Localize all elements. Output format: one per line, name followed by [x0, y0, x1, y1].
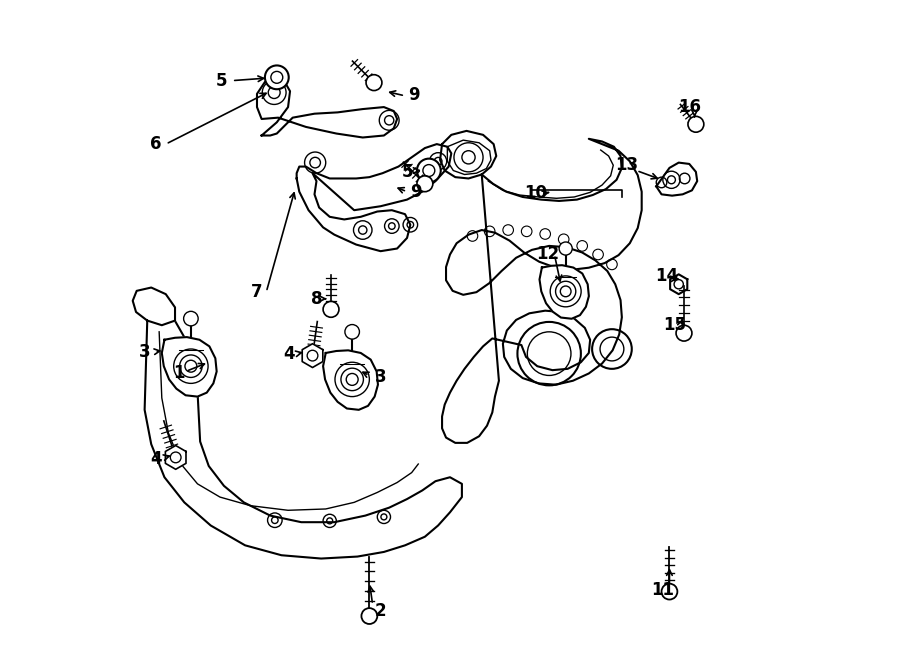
Polygon shape	[442, 139, 642, 443]
Text: 7: 7	[251, 283, 263, 301]
Text: 13: 13	[616, 156, 639, 175]
Text: 12: 12	[536, 245, 560, 264]
Text: 16: 16	[678, 98, 701, 116]
Circle shape	[559, 242, 572, 255]
Polygon shape	[166, 446, 186, 469]
Text: 15: 15	[663, 316, 686, 334]
Polygon shape	[656, 163, 698, 196]
Text: 4: 4	[150, 450, 162, 469]
Circle shape	[417, 176, 433, 192]
Text: 2: 2	[374, 602, 386, 621]
Polygon shape	[297, 144, 451, 251]
Text: 1: 1	[173, 364, 184, 383]
Text: 9: 9	[408, 86, 419, 104]
Polygon shape	[323, 350, 378, 410]
Polygon shape	[539, 265, 589, 319]
Circle shape	[362, 608, 377, 624]
Polygon shape	[257, 78, 397, 137]
Text: 9: 9	[410, 182, 421, 201]
Text: 3: 3	[374, 368, 386, 386]
Circle shape	[345, 325, 359, 339]
Text: 8: 8	[310, 290, 322, 308]
Text: 14: 14	[655, 267, 679, 286]
Text: 4: 4	[283, 344, 294, 363]
Circle shape	[265, 65, 289, 89]
Circle shape	[662, 584, 678, 600]
Polygon shape	[145, 311, 462, 559]
Circle shape	[184, 311, 198, 326]
Circle shape	[417, 159, 441, 182]
Polygon shape	[440, 131, 496, 178]
Text: 5: 5	[401, 163, 413, 181]
Text: 3: 3	[139, 342, 150, 361]
Circle shape	[366, 75, 382, 91]
Polygon shape	[162, 337, 217, 397]
Text: 10: 10	[525, 184, 547, 202]
Text: 11: 11	[652, 580, 674, 599]
Polygon shape	[302, 344, 323, 368]
Text: 5: 5	[216, 71, 228, 90]
Text: 6: 6	[150, 135, 162, 153]
Circle shape	[688, 116, 704, 132]
Circle shape	[676, 325, 692, 341]
Polygon shape	[132, 288, 175, 325]
Polygon shape	[670, 274, 688, 294]
Circle shape	[323, 301, 339, 317]
